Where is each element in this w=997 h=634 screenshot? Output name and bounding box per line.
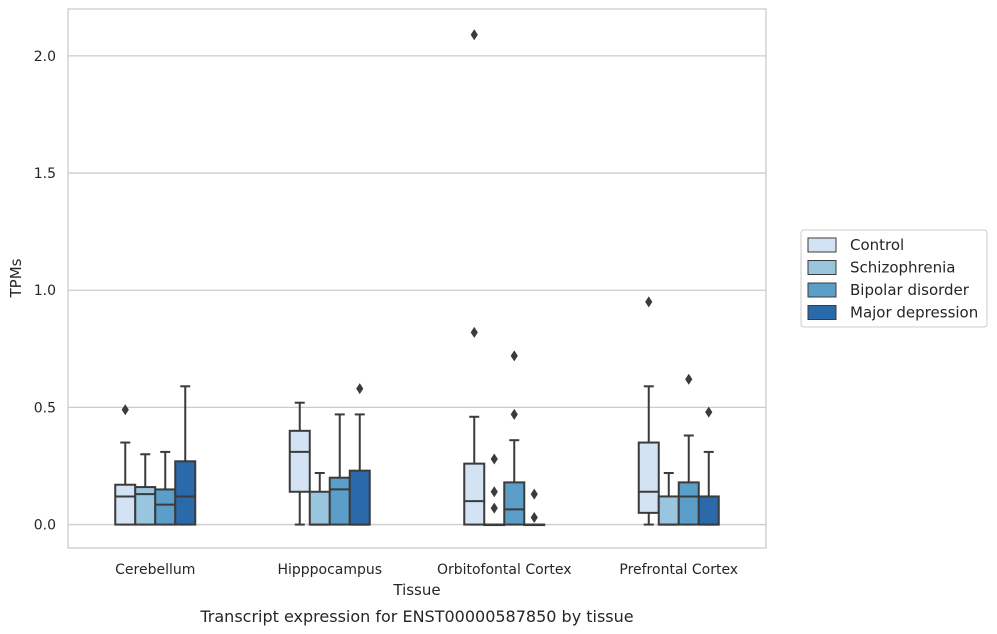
- x-axis-label: Tissue: [392, 581, 440, 599]
- series-major-depression: [174, 383, 720, 527]
- box-iqr: [503, 481, 526, 526]
- legend-swatch: [807, 305, 837, 320]
- x-tick-label: Cerebellum: [115, 562, 195, 578]
- box-iqr: [134, 486, 157, 526]
- box-mark: [483, 453, 506, 527]
- legend-swatch: [807, 282, 837, 298]
- box-mark: [288, 401, 311, 526]
- outlier-point: [685, 373, 693, 385]
- box-mark: [328, 413, 351, 526]
- box-mark: [503, 350, 526, 526]
- box-mark: [154, 450, 177, 526]
- y-tick-label: 0.0: [34, 518, 56, 534]
- legend-items: Control Schizophrenia Bipolar disorder Majo…: [807, 236, 978, 322]
- legend-label: Schizophrenia: [850, 259, 955, 277]
- box-mark: [677, 373, 700, 526]
- x-tick-labels: Cerebellum Hipppocampus Orbitofontal Corte…: [115, 562, 738, 578]
- box-mark: [174, 385, 197, 526]
- plot-frame: [67, 8, 767, 549]
- legend-swatch: [807, 260, 837, 275]
- outlier-point: [121, 404, 129, 416]
- series-bipolar-disorder: [154, 350, 700, 526]
- box-mark: [697, 406, 720, 526]
- box-series: [114, 29, 720, 527]
- plot-background: [68, 9, 766, 548]
- outlier-point: [490, 502, 498, 514]
- box-iqr: [463, 462, 486, 526]
- outlier-point: [645, 296, 653, 308]
- outlier-point: [510, 408, 518, 420]
- outlier-point: [470, 326, 478, 338]
- box-iqr: [114, 483, 137, 526]
- box-iqr: [174, 460, 197, 526]
- y-tick-label: 1.5: [34, 166, 56, 182]
- y-tick-labels: 0.0 0.5 1.0 1.5 2.0: [34, 49, 56, 534]
- x-tick-label: Orbitofontal Cortex: [437, 562, 572, 578]
- box-iqr: [288, 429, 311, 493]
- box-mark: [463, 29, 486, 526]
- box-iqr: [637, 441, 660, 514]
- box-mark: [348, 383, 371, 526]
- y-tick-label: 1.0: [34, 283, 56, 299]
- outlier-point: [490, 486, 498, 498]
- box-iqr: [154, 488, 177, 526]
- outlier-point: [490, 453, 498, 465]
- box-iqr: [348, 469, 371, 526]
- y-tick-label: 0.5: [34, 400, 56, 416]
- outlier-point: [510, 350, 518, 362]
- box-iqr: [308, 490, 331, 526]
- outlier-point: [356, 383, 364, 395]
- chart-caption: Transcript expression for ENST0000058785…: [199, 607, 633, 626]
- box-iqr: [328, 476, 351, 526]
- legend-label: Bipolar disorder: [850, 281, 970, 299]
- x-tick-label: Hipppocampus: [277, 562, 382, 578]
- box-iqr: [677, 481, 700, 526]
- legend-frame: [800, 229, 988, 328]
- legend-label: Major depression: [850, 304, 978, 322]
- box-iqr: [697, 495, 720, 526]
- series-control: [114, 29, 660, 526]
- outlier-point: [705, 406, 713, 418]
- y-tick-label: 2.0: [34, 49, 56, 65]
- outlier-point: [470, 29, 478, 41]
- y-axis-label: TPMs: [7, 258, 25, 298]
- box-mark: [523, 488, 546, 527]
- legend-swatch: [807, 237, 837, 253]
- box-mark: [637, 296, 660, 526]
- x-tick-label: Prefrontal Cortex: [619, 562, 738, 578]
- box-iqr: [657, 495, 680, 526]
- legend-label: Control: [850, 236, 904, 254]
- outlier-point: [530, 488, 538, 500]
- legend: Control Schizophrenia Bipolar disorder Majo…: [800, 229, 988, 328]
- box-mark: [657, 472, 680, 526]
- outlier-point: [530, 512, 538, 524]
